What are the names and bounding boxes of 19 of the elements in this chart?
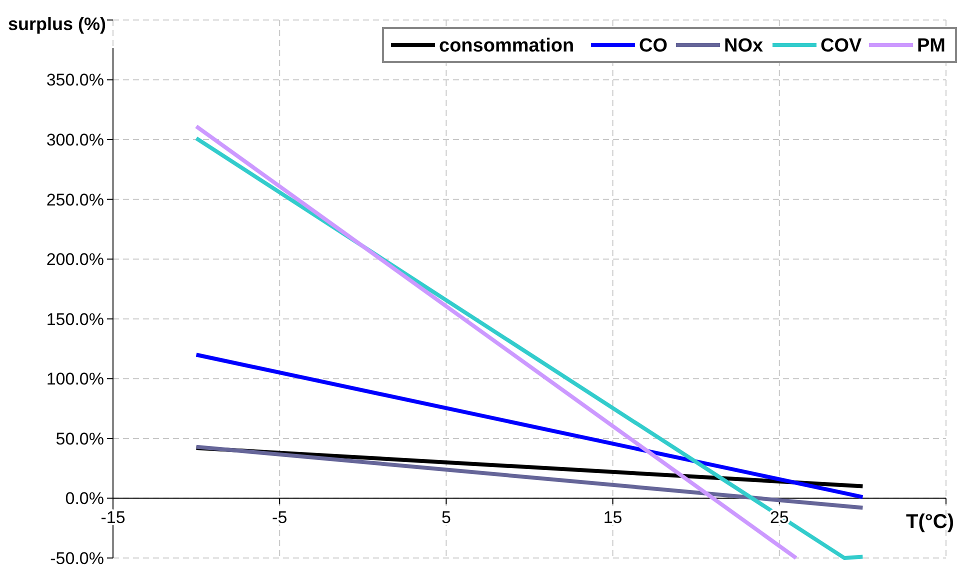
legend-label: PM xyxy=(917,36,946,57)
y-tick-label: 0.0% xyxy=(65,489,104,508)
x-tick-label: 5 xyxy=(441,508,451,528)
legend-label: NOx xyxy=(724,36,764,57)
y-tick-label: 350.0% xyxy=(46,70,104,90)
y-tick-label: 300.0% xyxy=(46,130,104,150)
y-tick-label: 50.0% xyxy=(56,429,104,448)
legend-label: CO xyxy=(639,36,668,57)
legend-label: COV xyxy=(820,36,862,57)
y-tick-label: -50.0% xyxy=(50,548,104,566)
x-tick-label: 15 xyxy=(603,508,622,528)
y-axis-title: surplus (%) xyxy=(8,14,106,34)
y-tick-label: 250.0% xyxy=(46,190,104,210)
x-tick-label: -5 xyxy=(272,508,288,528)
x-axis-title: T(°C) xyxy=(906,511,954,534)
y-tick-label: 100.0% xyxy=(46,370,104,389)
y-tick-label: 200.0% xyxy=(46,250,104,270)
y-tick-label: 150.0% xyxy=(46,310,104,329)
legend-label: consommation xyxy=(439,36,574,57)
